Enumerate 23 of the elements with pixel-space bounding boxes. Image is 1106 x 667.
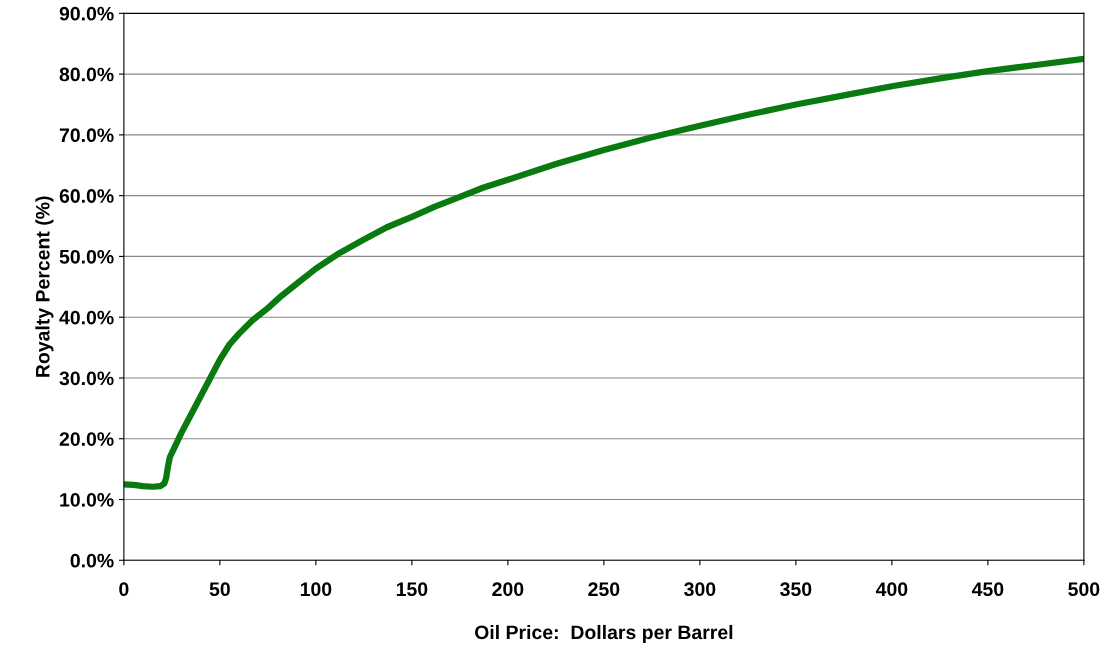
y-tick-label: 30.0% [59,371,114,386]
x-tick-label: 50 [209,582,230,597]
y-tick-label: 70.0% [59,128,114,143]
y-tick-label: 0.0% [70,553,114,568]
x-tick-label: 500 [1068,582,1100,597]
x-tick-label: 400 [875,582,908,597]
x-axis-title: Oil Price: Dollars per Barrel [475,624,733,644]
y-tick-label: 60.0% [59,189,114,203]
x-tick-label: 150 [396,582,428,597]
y-tick-label: 40.0% [59,310,114,325]
x-tick-label: 200 [492,582,524,597]
y-tick-label: 90.0% [59,6,114,21]
y-tick-label: 10.0% [60,492,114,507]
x-tick-label: 350 [780,582,812,597]
y-tick-label: 80.0% [59,67,114,82]
x-tick-label: 0 [119,582,129,597]
y-axis-title: Royalty Percent (%) [35,196,54,377]
x-tick-label: 450 [971,582,1004,597]
x-tick-label: 300 [684,582,716,597]
y-tick-label: 50.0% [59,249,114,264]
x-tick-label: 250 [588,582,620,597]
y-tick-label: 20.0% [59,432,114,446]
x-tick-label: 100 [300,582,332,597]
